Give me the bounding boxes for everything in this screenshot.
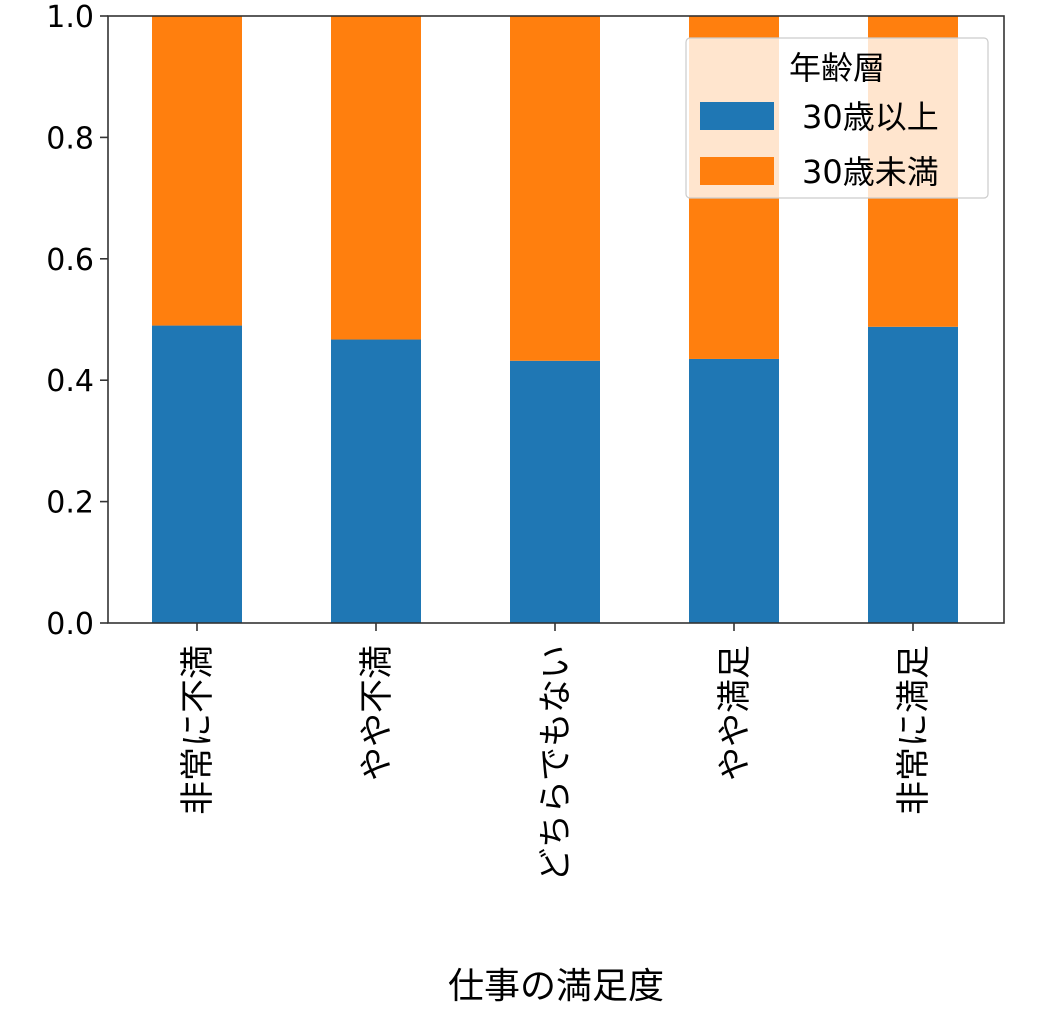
bar-under30-0 xyxy=(152,16,242,326)
bar-over30-0 xyxy=(152,325,242,623)
y-tick-label: 0.0 xyxy=(46,607,94,642)
x-tick-label: やや満足 xyxy=(715,645,755,781)
x-axis: 非常に不満 やや不満 どちらでもない やや満足 非常に満足 xyxy=(178,623,934,882)
x-tick-label: 非常に満足 xyxy=(894,645,934,815)
legend-label-over30: 30歳以上 xyxy=(802,98,939,136)
y-tick-label: 0.2 xyxy=(46,486,94,521)
legend: 年齢層 30歳以上 30歳未満 xyxy=(685,37,989,199)
y-tick-label: 0.8 xyxy=(46,121,94,156)
bar-over30-3 xyxy=(689,358,779,623)
bar-over30-4 xyxy=(868,326,958,623)
y-tick-label: 0.6 xyxy=(46,243,94,278)
legend-swatch-under30 xyxy=(700,157,774,185)
bar-over30-2 xyxy=(510,360,600,623)
x-axis-label: 仕事の満足度 xyxy=(448,966,664,1007)
bar-over30-1 xyxy=(331,339,421,623)
x-tick-label: どちらでもない xyxy=(536,645,576,882)
x-tick-label: やや不満 xyxy=(357,645,397,781)
bar-under30-2 xyxy=(510,16,600,361)
plot-frame xyxy=(107,15,1005,624)
y-tick-label: 1.0 xyxy=(46,0,94,35)
legend-title: 年齢層 xyxy=(789,49,885,87)
y-tick-label: 0.4 xyxy=(46,364,94,399)
bars-layer xyxy=(152,16,958,623)
y-axis: 0.0 0.2 0.4 0.6 0.8 1.0 xyxy=(46,0,108,642)
x-tick-label: 非常に不満 xyxy=(178,645,218,815)
legend-swatch-over30 xyxy=(700,102,774,130)
bar-under30-1 xyxy=(331,16,421,340)
legend-label-under30: 30歳未満 xyxy=(802,153,939,191)
